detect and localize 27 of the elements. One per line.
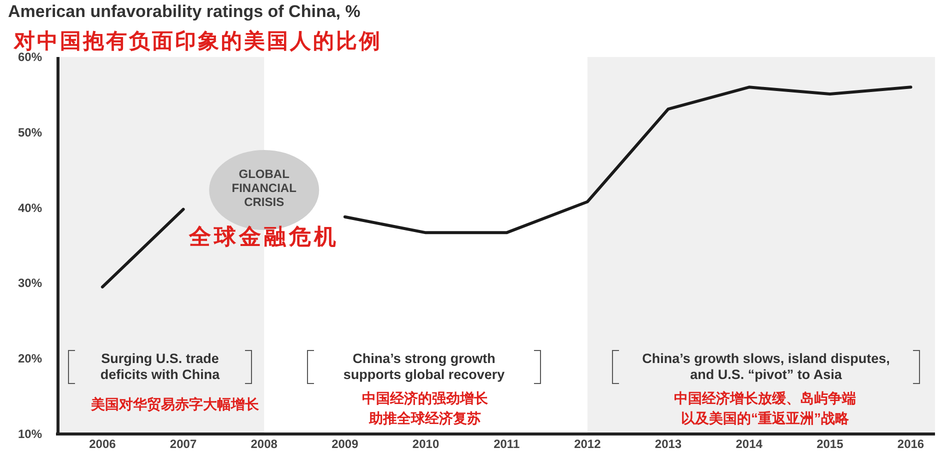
x-tick-label: 2013 bbox=[654, 437, 682, 451]
x-tick-label: 2009 bbox=[332, 437, 359, 451]
x-tick-label: 2010 bbox=[412, 437, 440, 451]
annotation: 中国经济增长放缓、岛屿争端以及美国的“重返亚洲”战略 bbox=[673, 389, 857, 428]
x-tick-label: 2007 bbox=[170, 437, 197, 451]
x-tick-label: 2011 bbox=[494, 437, 520, 451]
x-tick-label: 2006 bbox=[89, 437, 116, 451]
chart-subtitle: 对中国抱有负面印象的美国人的比例 bbox=[14, 27, 382, 53]
chart-title: American unfavorability ratings of China, % bbox=[8, 2, 360, 22]
y-tick-label: 60% bbox=[18, 50, 42, 64]
x-tick-label: 2015 bbox=[816, 437, 844, 451]
x-tick-label: 2012 bbox=[574, 437, 602, 451]
x-tick-label: 2016 bbox=[897, 437, 924, 451]
annotation: Surging U.S. trade deficits with China bbox=[68, 350, 252, 384]
x-tick-label: 2008 bbox=[250, 437, 278, 451]
x-tick-label: 2014 bbox=[736, 437, 763, 451]
annotation: 中国经济的强劲增长助推全球经济复苏 bbox=[361, 389, 489, 428]
annotation: China’s growth slows, island disputes, and U.S. “pivot” to Asia bbox=[612, 350, 920, 384]
annotation: GLOBAL FINANCIAL CRISIS bbox=[230, 167, 298, 209]
y-tick-label: 20% bbox=[18, 352, 42, 366]
y-tick-label: 10% bbox=[18, 427, 42, 441]
annotation: 美国对华贸易赤字大幅增长 bbox=[90, 395, 260, 414]
y-tick-label: 30% bbox=[18, 276, 42, 290]
y-tick-label: 40% bbox=[18, 200, 42, 215]
y-tick-label: 50% bbox=[18, 125, 42, 140]
annotation: China’s strong growth supports global recovery bbox=[307, 350, 541, 384]
annotation: 全球金融危机 bbox=[188, 223, 340, 252]
